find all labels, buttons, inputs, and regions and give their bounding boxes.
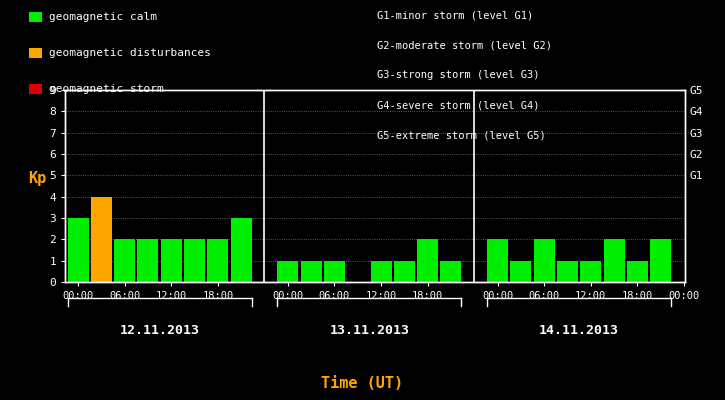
Text: geomagnetic storm: geomagnetic storm [49,84,164,94]
Bar [115,239,135,282]
Bar [161,239,182,282]
Text: G4-severe storm (level G4): G4-severe storm (level G4) [377,100,539,110]
Bar [603,239,624,282]
Text: 12.11.2013: 12.11.2013 [120,324,199,336]
Bar [138,239,159,282]
Text: Time (UT): Time (UT) [321,376,404,392]
Bar [487,239,508,282]
Bar [510,261,531,282]
Text: 13.11.2013: 13.11.2013 [329,324,410,336]
Text: G5-extreme storm (level G5): G5-extreme storm (level G5) [377,130,546,140]
Bar [231,218,252,282]
Bar [324,261,345,282]
Bar [184,239,205,282]
Bar [394,261,415,282]
Bar [417,239,438,282]
Bar [207,239,228,282]
Bar [440,261,461,282]
Bar [534,239,555,282]
Bar [557,261,578,282]
Bar [91,197,112,282]
Bar [301,261,322,282]
Bar [67,218,88,282]
Bar [650,239,671,282]
Text: geomagnetic calm: geomagnetic calm [49,12,157,22]
Bar [627,261,648,282]
Bar [580,261,601,282]
Bar [277,261,298,282]
Bar [370,261,392,282]
Text: 14.11.2013: 14.11.2013 [539,324,619,336]
Text: G1-minor storm (level G1): G1-minor storm (level G1) [377,10,534,20]
Text: G2-moderate storm (level G2): G2-moderate storm (level G2) [377,40,552,50]
Text: geomagnetic disturbances: geomagnetic disturbances [49,48,211,58]
Text: G3-strong storm (level G3): G3-strong storm (level G3) [377,70,539,80]
Y-axis label: Kp: Kp [28,171,46,186]
